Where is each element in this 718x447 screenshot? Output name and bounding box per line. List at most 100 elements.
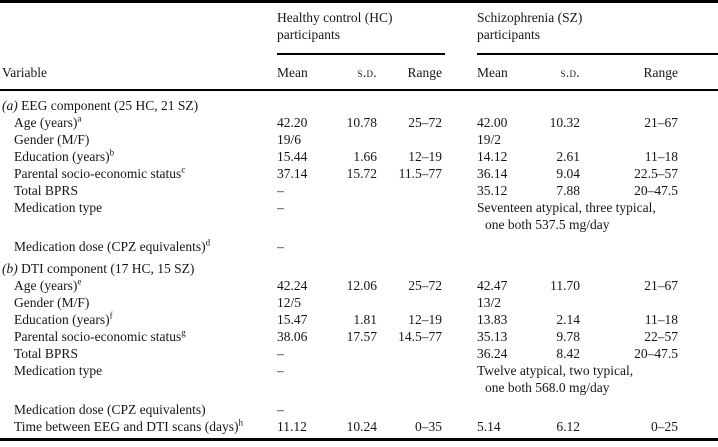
cell-hc-sd	[335, 396, 380, 418]
row-label-text: Gender (M/F)	[14, 295, 90, 310]
column-header-row: Variable Mean s.d. Range Mean s.d. Range	[0, 55, 718, 91]
cell-sz-range	[583, 131, 718, 148]
cell-hc-mean: –	[277, 183, 284, 198]
section-marker: (b)	[2, 261, 18, 276]
cell-hc-mean: 11.12	[277, 419, 307, 434]
footnote-marker: a	[77, 113, 82, 124]
sz-group-line1: Schizophrenia (SZ)	[477, 10, 583, 25]
table-row: Gender (M/F) 19/6 19/2	[0, 131, 718, 148]
cell-sz-range	[583, 294, 718, 311]
footnote-marker: c	[181, 164, 186, 175]
footnote-marker: e	[77, 276, 82, 287]
sz-group-title: Schizophrenia (SZ) participants	[477, 9, 718, 55]
cell-hc-sd	[335, 294, 380, 311]
col-header-hc-sd: s.d.	[335, 55, 380, 91]
cell-sz-sd: 11.70	[550, 278, 580, 293]
table-row: Age (years)e 42.24 12.06 25–72 42.47 11.…	[0, 277, 718, 294]
cell-hc-sd: 12.06	[346, 278, 377, 293]
row-label: Medication type	[0, 362, 272, 396]
section-row-a: (a) EEG component (25 HC, 21 SZ)	[0, 90, 718, 114]
row-label: Total BPRS	[0, 182, 272, 199]
cell-sz-mean: 5.14	[477, 419, 501, 434]
cell-hc-mean: –	[277, 200, 284, 215]
cell-sz-sd: 9.04	[556, 166, 580, 181]
row-label: Medication type	[0, 199, 272, 233]
table-row: Education (years)f 15.47 1.81 12–19 13.8…	[0, 311, 718, 328]
cell-hc-mean: 15.47	[277, 312, 308, 327]
cell-sz-mean: 19/2	[477, 132, 502, 147]
section-row-b: (b) DTI component (17 HC, 15 SZ)	[0, 255, 718, 277]
sz-group-line2: participants	[477, 27, 540, 42]
cell-hc-range	[380, 182, 445, 199]
hc-group-line1: Healthy control (HC)	[277, 10, 393, 25]
cell-sz-mean: 35.13	[477, 329, 508, 344]
col-header-hc-mean: Mean	[272, 55, 335, 91]
cell-sz-sd: 9.78	[556, 329, 580, 344]
cell-sz-sd	[545, 131, 583, 148]
medication-type-line1: Twelve atypical, two typical,	[477, 363, 634, 378]
footnote-marker: g	[181, 327, 186, 338]
cell-sz-mean: 42.00	[477, 115, 508, 130]
row-label: Age (years)e	[0, 277, 272, 294]
table-row: Total BPRS – 35.12 7.88 20–47.5	[0, 182, 718, 199]
row-label: Parental socio-economic statusc	[0, 165, 272, 182]
cell-sz-sd	[545, 396, 583, 418]
cell-hc-sd	[335, 199, 380, 233]
medication-type-line2: one both 537.5 mg/day	[485, 217, 610, 232]
row-label-text: Medication type	[14, 363, 103, 378]
cell-hc-range	[380, 233, 445, 255]
cell-sz-range: 20–47.5	[634, 346, 678, 361]
cell-sz-sd: 2.14	[556, 312, 580, 327]
cell-sz-range: 0–25	[651, 419, 678, 434]
cell-hc-mean: 42.24	[277, 278, 308, 293]
cell-sz-range: 20–47.5	[634, 183, 678, 198]
cell-hc-mean: 12/5	[277, 295, 302, 310]
row-label-text: Education (years)	[14, 312, 110, 327]
cell-sz-sd: 8.42	[556, 346, 580, 361]
cell-sz-sd	[545, 294, 583, 311]
cell-hc-range	[380, 345, 445, 362]
row-label: Parental socio-economic statusg	[0, 328, 272, 345]
cell-sz-range: 11–18	[644, 149, 678, 164]
row-label-text: Education (years)	[14, 149, 110, 164]
group-header-row: Healthy control (HC) participants Schizo…	[0, 3, 718, 55]
table-bottom-rule	[0, 438, 718, 441]
row-label-text: Age (years)	[14, 278, 78, 293]
cell-hc-sd	[335, 362, 380, 396]
cell-sz-range: 11–18	[644, 312, 678, 327]
cell-hc-range: 11.5–77	[398, 166, 442, 181]
row-label: Time between EEG and DTI scans (days)h	[0, 418, 272, 435]
cell-hc-mean: –	[277, 402, 284, 417]
medication-type-line1: Seventeen atypical, three typical,	[477, 200, 656, 215]
row-label-text: Parental socio-economic status	[14, 329, 182, 344]
footnote-marker: b	[109, 147, 115, 158]
row-label-text: Gender (M/F)	[14, 132, 90, 147]
cell-sz-sd: 7.88	[556, 183, 580, 198]
cell-sz-sd: 10.32	[549, 115, 580, 130]
footnote-marker: f	[109, 310, 113, 321]
table-row-medication-type: Medication type – Seventeen atypical, th…	[0, 199, 718, 233]
row-label: Total BPRS	[0, 345, 272, 362]
table-row: Parental socio-economic statusg 38.06 17…	[0, 328, 718, 345]
cell-hc-sd: 1.66	[353, 149, 377, 164]
row-label: Age (years)a	[0, 114, 272, 131]
col-header-variable: Variable	[0, 55, 272, 91]
cell-hc-range: 0–35	[415, 419, 442, 434]
cell-hc-sd: 10.78	[346, 115, 377, 130]
cell-sz-mean	[445, 396, 545, 418]
cell-sz-mean	[445, 233, 545, 255]
cell-hc-sd: 1.81	[353, 312, 377, 327]
row-label: Gender (M/F)	[0, 294, 272, 311]
hc-group-title: Healthy control (HC) participants	[277, 9, 445, 55]
cell-hc-mean: 42.20	[277, 115, 308, 130]
table-top-rule	[0, 0, 718, 3]
cell-hc-mean: –	[277, 239, 284, 254]
table-row: Age (years)a 42.20 10.78 25–72 42.00 10.…	[0, 114, 718, 131]
col-header-sz-mean: Mean	[445, 55, 545, 91]
cell-hc-sd	[335, 131, 380, 148]
row-label-text: Medication type	[14, 200, 103, 215]
cell-sz-range: 21–67	[644, 278, 678, 293]
section-text: EEG component (25 HC, 21 SZ)	[17, 98, 199, 113]
cell-sz-medication-type: Seventeen atypical, three typical, one b…	[445, 199, 718, 233]
